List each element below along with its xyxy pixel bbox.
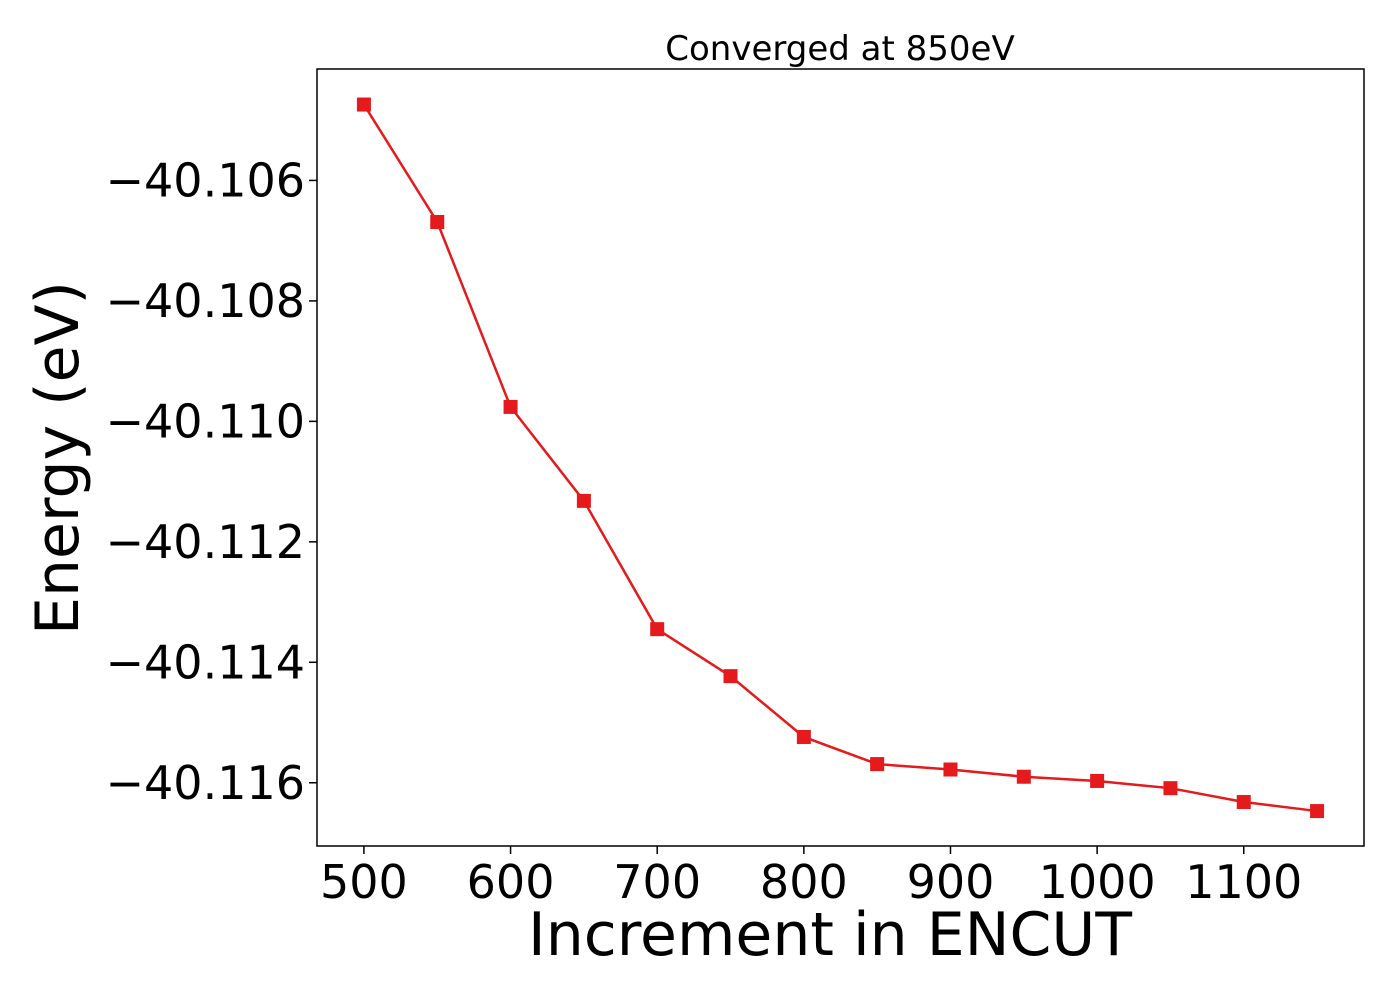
series-layer: [356, 97, 1325, 819]
x-tick-label: 700: [613, 855, 701, 909]
x-axis-ticks: 500 600 700 800 900 1000 1100: [320, 846, 1302, 909]
data-point: [943, 762, 958, 777]
data-point: [723, 669, 738, 684]
chart-title: Converged at 850eV: [665, 29, 1014, 69]
series-line: [362, 103, 1318, 813]
x-tick-label: 1000: [1039, 855, 1156, 909]
data-point: [1016, 769, 1031, 784]
data-point: [1163, 781, 1178, 796]
y-tick-label: −40.108: [106, 274, 306, 328]
y-axis-label: Energy (eV): [23, 281, 93, 635]
plot-area: [316, 68, 1365, 847]
data-point: [1310, 804, 1325, 819]
data-point: [796, 729, 811, 744]
data-point: [1090, 773, 1105, 788]
data-point: [356, 97, 371, 112]
y-axis-ticks: −40.106 −40.108 −40.110 −40.112 −40.114 −40.1…: [106, 153, 317, 810]
y-tick-label: −40.116: [106, 756, 306, 810]
data-point: [503, 399, 518, 414]
y-tick-label: −40.106: [106, 153, 306, 207]
data-point: [650, 622, 665, 637]
x-tick-label: 500: [320, 855, 408, 909]
y-tick-label: −40.112: [106, 515, 306, 569]
y-tick-label: −40.114: [106, 635, 306, 689]
x-axis-label: Increment in ENCUT: [528, 900, 1132, 970]
x-tick-label: 800: [760, 855, 848, 909]
data-point: [430, 214, 445, 229]
data-point: [870, 757, 885, 772]
x-tick-label: 600: [467, 855, 555, 909]
x-tick-label: 1100: [1185, 855, 1302, 909]
x-tick-label: 900: [907, 855, 995, 909]
y-tick-label: −40.110: [106, 394, 306, 448]
data-point: [576, 493, 591, 508]
data-point: [1236, 795, 1251, 810]
